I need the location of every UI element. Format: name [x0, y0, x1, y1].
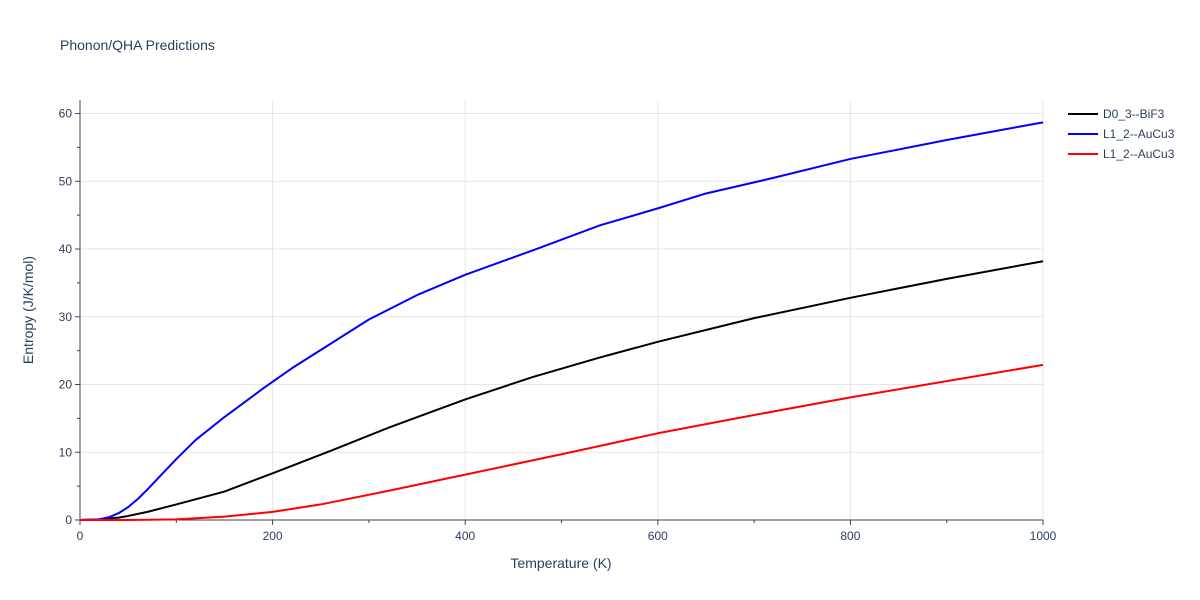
series-layer — [79, 121, 1044, 521]
legend-label: L1_2--AuCu3 — [1103, 147, 1175, 161]
x-tick-label: 1000 — [1030, 529, 1057, 543]
legend-label: L1_2--AuCu3 — [1103, 127, 1175, 141]
legend-item-3[interactable]: L1_2--AuCu3 — [1068, 147, 1175, 161]
y-tick-label: 30 — [59, 310, 73, 324]
y-tick-label: 0 — [65, 513, 72, 527]
chart-title: Phonon/QHA Predictions — [60, 37, 215, 53]
x-axis-title: Temperature (K) — [510, 555, 611, 571]
legend-label: D0_3--BiF3 — [1103, 107, 1165, 121]
y-tick-label: 20 — [59, 378, 73, 392]
x-tick-label: 200 — [263, 529, 283, 543]
series-line-1[interactable] — [79, 260, 1044, 521]
y-axis-title: Entropy (J/K/mol) — [20, 256, 36, 364]
y-tick-label: 60 — [59, 107, 73, 121]
grid — [80, 100, 1044, 520]
axes: 0 200 400 600 800 1000 0 10 20 30 40 50 60 — [59, 100, 1057, 543]
x-tick-label: 400 — [455, 529, 475, 543]
x-tick-label: 600 — [648, 529, 668, 543]
y-tick-label: 50 — [59, 174, 73, 188]
legend-item-2[interactable]: L1_2--AuCu3 — [1068, 127, 1175, 141]
x-tick-label: 0 — [77, 529, 84, 543]
x-tick-label: 800 — [840, 529, 860, 543]
series-line-3[interactable] — [80, 363, 1044, 521]
legend-item-1[interactable]: D0_3--BiF3 — [1068, 107, 1165, 121]
y-tick-label: 10 — [59, 445, 73, 459]
y-tick-label: 40 — [59, 242, 73, 256]
legend[interactable]: D0_3--BiF3 L1_2--AuCu3 L1_2--AuCu3 — [1068, 107, 1175, 161]
series-line-2[interactable] — [79, 121, 1044, 521]
